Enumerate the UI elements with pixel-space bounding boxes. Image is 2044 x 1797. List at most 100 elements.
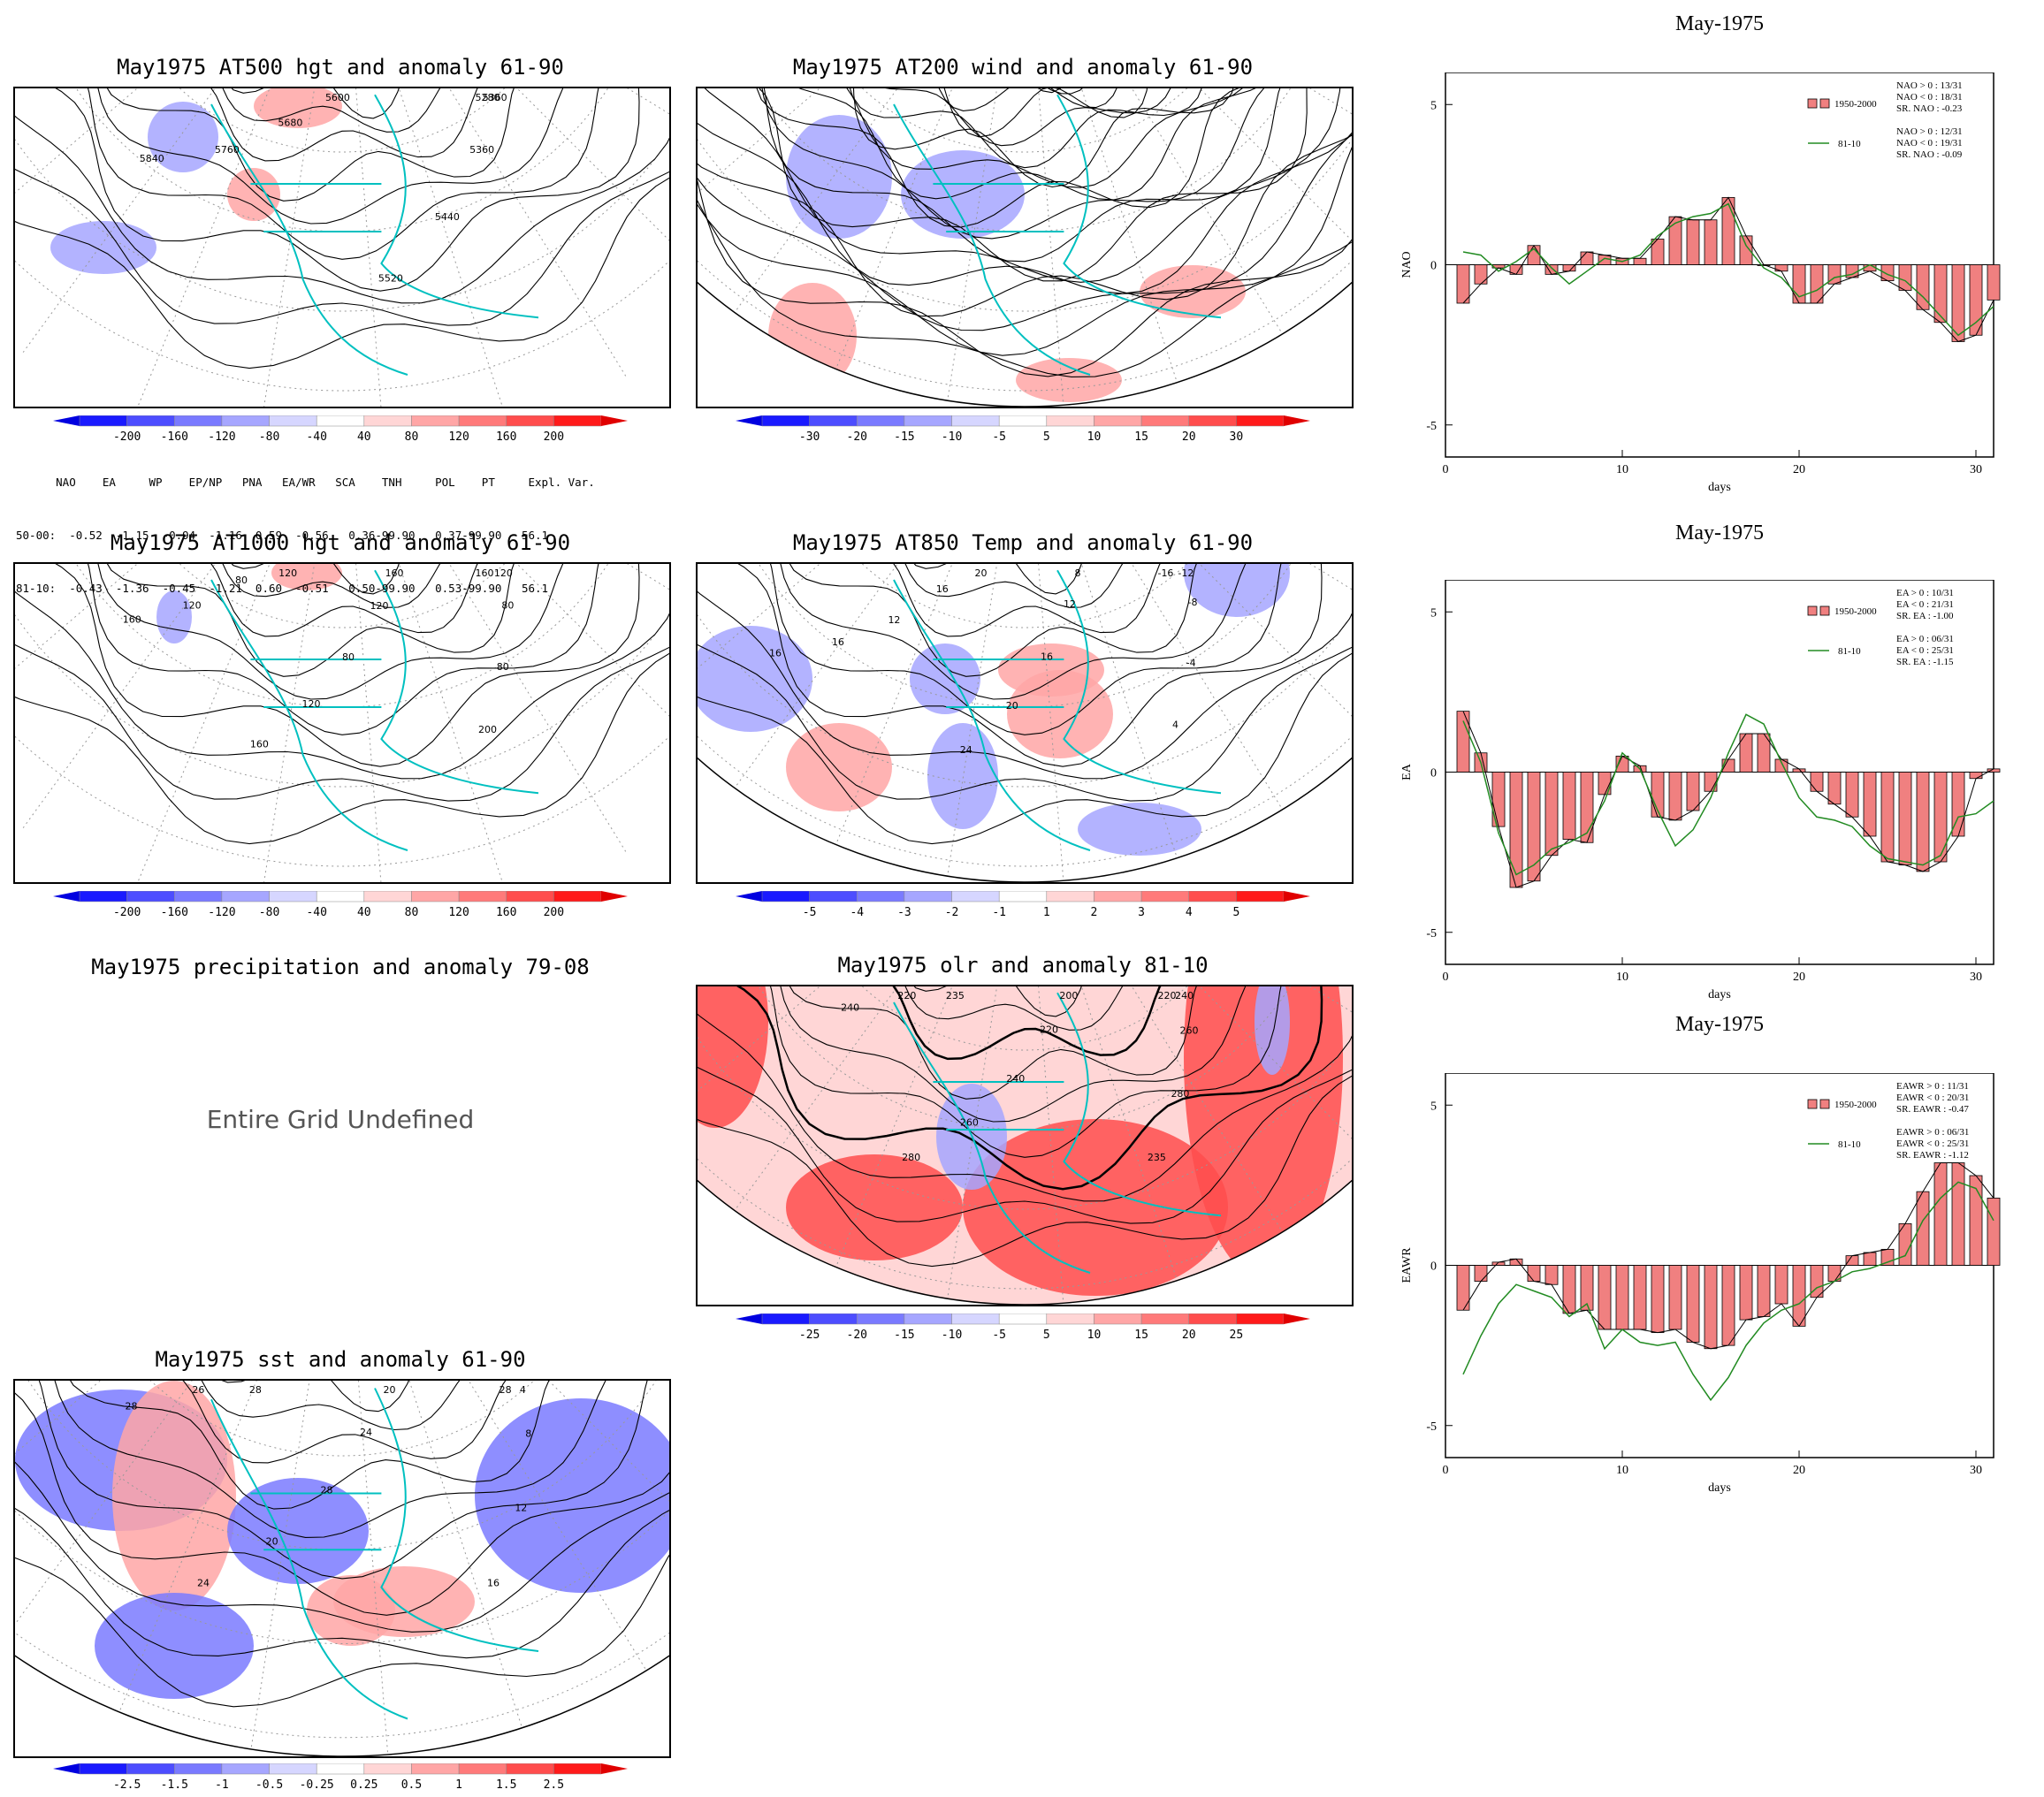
colorbar-olr: -25 -20 -15 -10 -5 5 10 15 20 25	[736, 1313, 1310, 1344]
bar	[1456, 264, 1470, 304]
colorbar-arrow-low	[53, 415, 80, 426]
contour-label: 200	[1059, 990, 1078, 1001]
contour-label: -16	[1157, 567, 1173, 579]
legend-line-stat: NAO > 0 : 12/31	[1896, 126, 1963, 137]
contour-label: 5280	[475, 92, 500, 103]
contour-label: 220	[1157, 990, 1176, 1001]
colorbar-tick-label: 5	[1232, 906, 1239, 919]
legend-bar-label: 1950-2000	[1834, 99, 1877, 110]
map-title-at200: May1975 AT200 wind and anomaly 61-90	[792, 55, 1254, 80]
colorbar-swatch	[998, 890, 1048, 902]
colorbar-swatch	[269, 415, 317, 427]
colorbar-tick-label: 80	[405, 430, 419, 444]
colorbar-swatch	[458, 890, 507, 902]
anomaly-blob	[786, 723, 892, 811]
colorbar-arrow-low	[53, 891, 80, 902]
legend-bar-label: 1950-2000	[1834, 1100, 1877, 1110]
bar	[1598, 1265, 1612, 1330]
contour-label: 120	[370, 600, 388, 612]
ts-title-ea: May-1975	[1675, 522, 1764, 544]
anomaly-blob	[910, 643, 980, 714]
series-line-1950-2000	[1462, 711, 1994, 888]
contour-label: 28	[126, 1401, 138, 1412]
bar	[1916, 264, 1930, 310]
colorbar-swatch	[269, 1763, 317, 1775]
bar	[1562, 772, 1576, 841]
legend-line-stat: SR. NAO : -0.09	[1896, 149, 1963, 160]
contour-label: 8	[1074, 567, 1080, 579]
x-tick-label: 10	[1616, 971, 1628, 984]
contour-label: 16	[769, 648, 782, 659]
colorbar-tick-label: -1	[215, 1778, 229, 1792]
bar	[1845, 772, 1859, 818]
contour-label: 80	[342, 651, 355, 663]
colorbar-swatch	[809, 415, 858, 427]
map-frame-at1000: 160 120 80 80 200 160 120 80 120 160 120 80 120 160	[13, 562, 671, 884]
colorbar-tick-label: -200	[113, 430, 141, 444]
x-tick-label: 0	[1443, 463, 1449, 476]
series-line-1950-2000	[1462, 196, 1994, 343]
colorbar-swatch	[904, 890, 952, 902]
contour-label: 120	[494, 567, 513, 579]
colorbar-tick-label: 0.5	[401, 1778, 422, 1792]
contour-label: 240	[841, 1002, 859, 1014]
colorbar-tick-label: -2	[945, 906, 959, 919]
colorbar-swatch	[79, 890, 127, 902]
colorbar-swatch	[126, 1763, 175, 1775]
legend-line-stat: EA > 0 : 06/31	[1896, 634, 1954, 644]
colorbar-tick-label: -1.5	[161, 1778, 188, 1792]
bar	[1933, 772, 1948, 863]
colorbar-tick-label: -20	[847, 1329, 867, 1342]
ts-chart-eawr: 5 0 -5 0 10 20 30 days EAWR 1950-2000 EAWR > 0 : 1…	[1392, 1072, 2002, 1502]
legend-bar-stat: NAO > 0 : 13/31	[1896, 80, 1963, 91]
x-tick-label: 30	[1970, 971, 1982, 984]
colorbar-swatch	[1140, 1313, 1189, 1325]
series-line-1950-2000	[1462, 1162, 1994, 1350]
y-tick-label: -5	[1426, 420, 1437, 433]
colorbar-tick-label: -160	[161, 906, 188, 919]
bar	[1863, 1252, 1877, 1266]
contour-label: 28	[249, 1384, 262, 1396]
x-tick-label: 20	[1793, 463, 1805, 476]
bar	[1916, 772, 1930, 872]
contour-label: 20	[975, 567, 988, 579]
anomaly-blob	[786, 1154, 963, 1260]
bar	[1863, 264, 1877, 272]
legend-line-label: 81-10	[1838, 1139, 1861, 1150]
legend-bar-stat: EAWR < 0 : 20/31	[1896, 1093, 1969, 1103]
y-tick-label: 5	[1430, 606, 1437, 620]
legend-bar-stat: SR. NAO : -0.23	[1896, 103, 1963, 114]
colorbar-swatch	[857, 415, 905, 427]
contour-label: 8	[525, 1428, 531, 1439]
colorbar-swatch	[411, 415, 460, 427]
colorbar-swatch	[1236, 415, 1285, 427]
x-tick-label: 10	[1616, 463, 1628, 476]
colorbar-arrow-high	[601, 1763, 628, 1774]
x-tick-label: 20	[1793, 971, 1805, 984]
contour-label: 20	[1006, 700, 1018, 712]
colorbar-tick-label: -120	[208, 430, 235, 444]
colorbar-swatch	[951, 1313, 1000, 1325]
colorbar-swatch	[269, 890, 317, 902]
colorbar-tick-label: -160	[161, 430, 188, 444]
anomaly-blob	[786, 115, 892, 239]
y-tick-label: 0	[1430, 260, 1437, 273]
map-frame-sst: 28 4 8 12 16 20 24 28 20 24 28 26 28	[13, 1379, 671, 1758]
bar	[1880, 772, 1895, 863]
colorbar-tick-label: 2	[1091, 906, 1098, 919]
coastline	[893, 992, 1222, 1274]
series-line-81-10	[1462, 713, 1994, 876]
bar	[1845, 1255, 1859, 1266]
contour-label: 16	[487, 1577, 500, 1588]
colorbar-tick-label: 5	[1043, 1329, 1050, 1342]
map-title-at500: May1975 AT500 hgt and anomaly 61-90	[117, 55, 564, 80]
contour-label: 120	[278, 567, 297, 579]
contour-label: 16	[936, 583, 949, 595]
map-title-at1000: May1975 AT1000 hgt and anomaly 61-90	[110, 530, 571, 555]
coastline	[893, 569, 1222, 851]
colorbar-tick-label: -2.5	[113, 1778, 141, 1792]
x-axis-label: days	[1708, 988, 1731, 1001]
contour-label: 26	[192, 1384, 204, 1396]
legend-bar-swatch	[1807, 98, 1818, 109]
colorbar-swatch	[363, 1763, 412, 1775]
